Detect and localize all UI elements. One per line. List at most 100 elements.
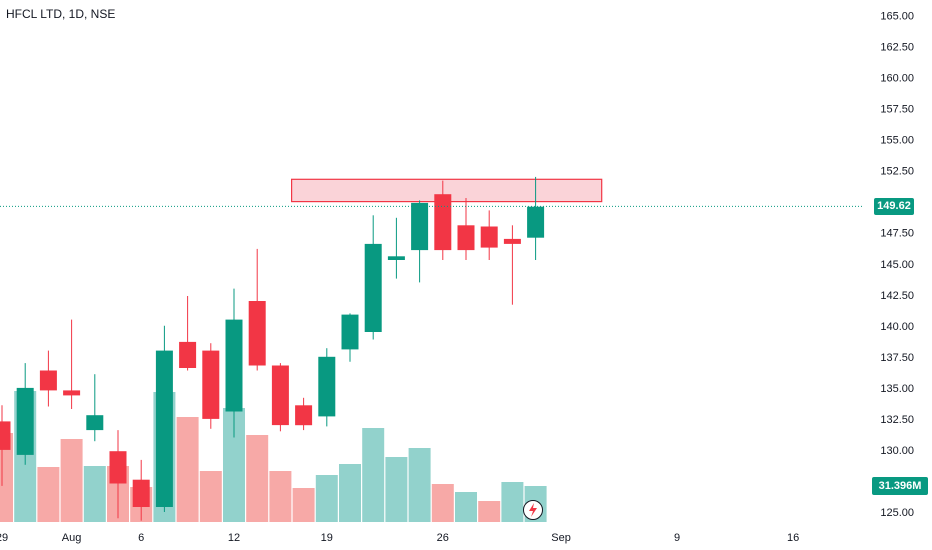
candle[interactable] (364, 215, 382, 340)
volume-bar (176, 417, 199, 522)
volume-bar (408, 448, 431, 522)
volume-bar (385, 457, 408, 522)
candle-body (63, 390, 81, 396)
price-axis-background (862, 0, 932, 531)
candle-body (109, 451, 127, 484)
candle-body (527, 206, 545, 238)
price-tick-label: 165.00 (880, 11, 914, 23)
candle[interactable] (86, 374, 104, 442)
candle-body (132, 479, 150, 507)
candle[interactable] (63, 319, 81, 409)
time-tick-label: 6 (138, 532, 144, 544)
volume-bar (339, 464, 361, 522)
candle-body (86, 415, 104, 431)
time-tick-label: 9 (674, 532, 680, 544)
candle-body (457, 225, 475, 251)
candle-body (387, 256, 405, 260)
price-axis[interactable]: 125.00127.50130.00132.50135.00137.50140.… (862, 0, 932, 531)
volume-bar (269, 471, 292, 522)
time-tick-label: 16 (787, 532, 799, 544)
time-tick-label: Sep (551, 532, 571, 544)
candle-body (271, 365, 289, 426)
candle[interactable] (411, 200, 429, 283)
candle[interactable] (132, 459, 150, 521)
candle[interactable] (503, 225, 521, 305)
volume-bar (83, 466, 106, 522)
price-tick-label: 157.50 (880, 104, 914, 116)
time-tick-label: Aug (62, 532, 82, 544)
candle[interactable] (16, 363, 34, 465)
candle-body (503, 238, 521, 244)
volume-bar (199, 471, 222, 522)
price-tick-label: 130.00 (880, 445, 914, 457)
volume-bar (223, 408, 245, 522)
price-tick-label: 137.50 (880, 352, 914, 364)
candle[interactable] (39, 350, 57, 407)
time-tick-label: 26 (437, 532, 449, 544)
price-tick-label: 135.00 (880, 383, 914, 395)
candles (0, 176, 545, 521)
volume-bar (246, 435, 269, 522)
candle[interactable] (341, 313, 359, 362)
candle-body (179, 341, 197, 368)
candle[interactable] (202, 343, 220, 429)
price-tick-label: 132.50 (880, 414, 914, 426)
time-tick-label: 12 (228, 532, 240, 544)
price-tick-label: 125.00 (880, 507, 914, 519)
candle-body (202, 350, 220, 419)
volume-bar (60, 439, 83, 522)
candle[interactable] (480, 210, 498, 260)
time-tick-label: 29 (0, 532, 8, 544)
candle[interactable] (248, 248, 266, 371)
price-tick-label: 152.50 (880, 166, 914, 178)
lightning-icon[interactable] (523, 500, 543, 520)
candle[interactable] (109, 430, 127, 519)
candle[interactable] (527, 176, 545, 260)
price-tick-label: 147.50 (880, 228, 914, 240)
price-tick-label: 145.00 (880, 259, 914, 271)
candle[interactable] (457, 198, 475, 260)
candle-body (295, 405, 313, 426)
last-price-badge: 149.62 (874, 197, 914, 215)
volume-bar (478, 501, 501, 522)
time-tick-label: 19 (321, 532, 333, 544)
price-tick-label: 142.50 (880, 290, 914, 302)
candle-body (318, 356, 336, 417)
volume-bar (501, 482, 524, 522)
candle-body (341, 314, 359, 350)
volume-bar (431, 484, 454, 522)
candle-body (16, 387, 34, 455)
time-axis-background (0, 531, 932, 550)
volume-bar (0, 433, 13, 522)
candle-body (155, 350, 173, 507)
volume-bar (362, 428, 385, 522)
candle-body (434, 194, 452, 251)
price-tick-label: 162.50 (880, 42, 914, 54)
volume-bar (292, 488, 315, 522)
candle-body (248, 301, 266, 366)
candle[interactable] (434, 180, 452, 260)
candle[interactable] (0, 405, 11, 486)
volume-bar (37, 467, 60, 522)
symbol-title[interactable]: HFCL LTD, 1D, NSE (6, 7, 116, 21)
time-axis[interactable]: 29 Aug 6 12 19 26 Sep 9 16 (0, 531, 932, 550)
candle-body (225, 319, 243, 412)
price-tick-label: 140.00 (880, 321, 914, 333)
candle[interactable] (179, 296, 197, 371)
price-tick-label: 160.00 (880, 73, 914, 85)
candle-body (411, 202, 429, 251)
last-volume-badge: 31.396M (872, 477, 928, 495)
candle[interactable] (295, 397, 313, 431)
candle[interactable] (318, 348, 336, 427)
candle-body (364, 243, 382, 332)
candle-body (0, 421, 11, 450)
candle[interactable] (155, 325, 173, 512)
candle-body (480, 226, 498, 248)
candle-body (39, 370, 57, 391)
candle[interactable] (271, 363, 289, 432)
price-tick-label: 155.00 (880, 135, 914, 147)
candle[interactable] (387, 217, 405, 279)
candle[interactable] (225, 288, 243, 438)
volume-bar (455, 492, 477, 522)
